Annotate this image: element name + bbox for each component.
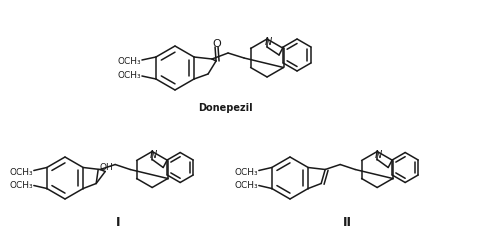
Text: N: N: [374, 150, 382, 160]
Text: OH: OH: [99, 163, 113, 172]
Text: Donepezil: Donepezil: [198, 103, 252, 113]
Text: OCH₃: OCH₃: [9, 168, 33, 177]
Text: OCH₃: OCH₃: [118, 72, 141, 80]
Text: II: II: [342, 216, 351, 229]
Text: OCH₃: OCH₃: [234, 168, 258, 177]
Text: O: O: [212, 39, 222, 49]
Text: OCH₃: OCH₃: [118, 58, 141, 66]
Text: OCH₃: OCH₃: [234, 181, 258, 190]
Text: N: N: [264, 37, 272, 47]
Text: OCH₃: OCH₃: [9, 181, 33, 190]
Text: I: I: [116, 216, 120, 229]
Text: N: N: [150, 150, 157, 160]
